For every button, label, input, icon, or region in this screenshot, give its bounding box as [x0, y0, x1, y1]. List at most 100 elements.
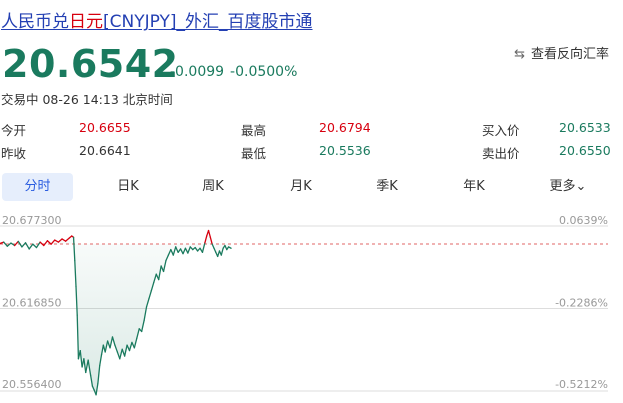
- low-label: 最低: [241, 146, 267, 161]
- swap-icon: ⇆: [514, 47, 525, 62]
- price-segment: [13, 240, 19, 247]
- price-segment: [89, 374, 94, 387]
- prev-close-value: 20.6641: [79, 143, 131, 158]
- open-value: 20.6655: [79, 120, 131, 135]
- price-segment: [220, 247, 224, 256]
- price-segment: [74, 259, 77, 288]
- price-segment: [54, 239, 60, 243]
- tab-more[interactable]: 更多⌄: [549, 179, 587, 194]
- price-segment: [211, 243, 215, 249]
- price-segment: [133, 337, 138, 349]
- price-segment: [97, 364, 101, 385]
- ask-label: 卖出价: [482, 146, 520, 161]
- price-segment: [35, 241, 41, 249]
- price-segment: [79, 349, 83, 368]
- price-segment: [158, 265, 162, 281]
- price-segment: [10, 242, 16, 247]
- price-segment: [109, 336, 114, 349]
- page-title[interactable]: 人民币兑日元[CNYJPY]_外汇_百度股市通: [1, 7, 313, 32]
- reverse-rate-button[interactable]: ⇆ 查看反向汇率: [514, 43, 609, 62]
- price-segment: [50, 239, 56, 245]
- price-segment: [91, 385, 95, 391]
- change-value: -0.0099: [170, 64, 225, 80]
- price-segment: [104, 340, 109, 353]
- tab-intraday[interactable]: 分时: [2, 173, 73, 201]
- high-value: 20.6794: [319, 120, 371, 135]
- price-segment: [141, 319, 145, 333]
- price-segment: [114, 344, 118, 353]
- price-segment: [76, 314, 80, 360]
- bid-label: 买入价: [482, 123, 520, 138]
- price-segment: [65, 237, 70, 242]
- y-tick-right-0: 0.0639%: [559, 214, 608, 227]
- price-segment: [172, 246, 177, 256]
- price-segment: [207, 229, 212, 238]
- title-highlight: 日元: [69, 12, 103, 32]
- open-label: 今开: [1, 123, 27, 138]
- price-segment: [75, 285, 78, 316]
- price-segment: [187, 246, 191, 254]
- price-segment: [182, 247, 187, 255]
- y-tick-right-1: -0.2286%: [555, 297, 608, 310]
- price-segment: [128, 341, 133, 352]
- price-segment: [6, 242, 12, 247]
- price-segment: [194, 246, 199, 252]
- price-segment: [99, 354, 103, 367]
- y-tick-left-0: 20.677300: [2, 214, 62, 227]
- price-segment: [95, 382, 99, 396]
- tab-weekly-k[interactable]: 周K: [202, 179, 224, 194]
- price-segment: [21, 242, 27, 248]
- y-tick-left-2: 20.556400: [2, 378, 62, 391]
- price-segment: [83, 358, 87, 374]
- ask-value: 20.6550: [559, 143, 611, 158]
- price-change: -0.0099 -0.0500%: [170, 64, 297, 80]
- price-segment: [32, 243, 38, 249]
- price-area: [0, 230, 232, 395]
- low-value: 20.5536: [319, 143, 371, 158]
- price-segment: [28, 243, 34, 250]
- price-segment: [162, 259, 167, 273]
- price-segment: [57, 238, 63, 243]
- price-segment: [100, 344, 105, 356]
- price-segment: [87, 359, 92, 376]
- price-segment: [143, 306, 148, 322]
- price-segment: [227, 246, 232, 249]
- prev-close-label: 昨收: [1, 146, 27, 161]
- price-segment: [17, 240, 23, 248]
- price-segment: [184, 247, 189, 254]
- price-segment: [175, 246, 179, 253]
- price-segment: [119, 348, 123, 360]
- tab-daily-k[interactable]: 日K: [117, 179, 139, 194]
- price-segment: [209, 236, 213, 245]
- chart-period-tabs: 分时 日K 周K 月K 季K 年K 更多⌄: [2, 173, 608, 201]
- price-segment: [61, 238, 67, 242]
- price-segment: [153, 273, 157, 284]
- tab-quarterly-k[interactable]: 季K: [376, 179, 398, 194]
- price-segment: [72, 236, 76, 262]
- price-segment: [213, 247, 217, 253]
- price-segment: [136, 328, 140, 339]
- bid-value: 20.6533: [559, 120, 611, 135]
- price-segment: [46, 240, 52, 245]
- current-price: 20.6542: [2, 42, 179, 86]
- title-pre: 人民币兑: [1, 12, 69, 32]
- tab-monthly-k[interactable]: 月K: [290, 179, 312, 194]
- tab-yearly-k[interactable]: 年K: [463, 179, 485, 194]
- price-segment: [201, 242, 206, 253]
- price-segment: [116, 351, 121, 360]
- price-segment: [204, 235, 208, 244]
- change-percent: -0.0500%: [230, 64, 298, 80]
- price-segment: [165, 254, 170, 262]
- price-segment: [150, 281, 155, 292]
- y-tick-left-1: 20.616850: [2, 297, 62, 310]
- intraday-chart[interactable]: 20.677300 20.616850 20.556400 0.0639% -0.228…: [0, 212, 623, 403]
- price-segment: [148, 289, 153, 300]
- price-segment: [179, 248, 184, 255]
- price-segment: [111, 336, 116, 346]
- price-segment: [85, 359, 89, 374]
- price-segment: [145, 298, 150, 308]
- high-label: 最高: [241, 123, 267, 138]
- price-segment: [24, 242, 30, 250]
- price-segment: [39, 241, 45, 247]
- y-tick-right-2: -0.5212%: [555, 378, 608, 391]
